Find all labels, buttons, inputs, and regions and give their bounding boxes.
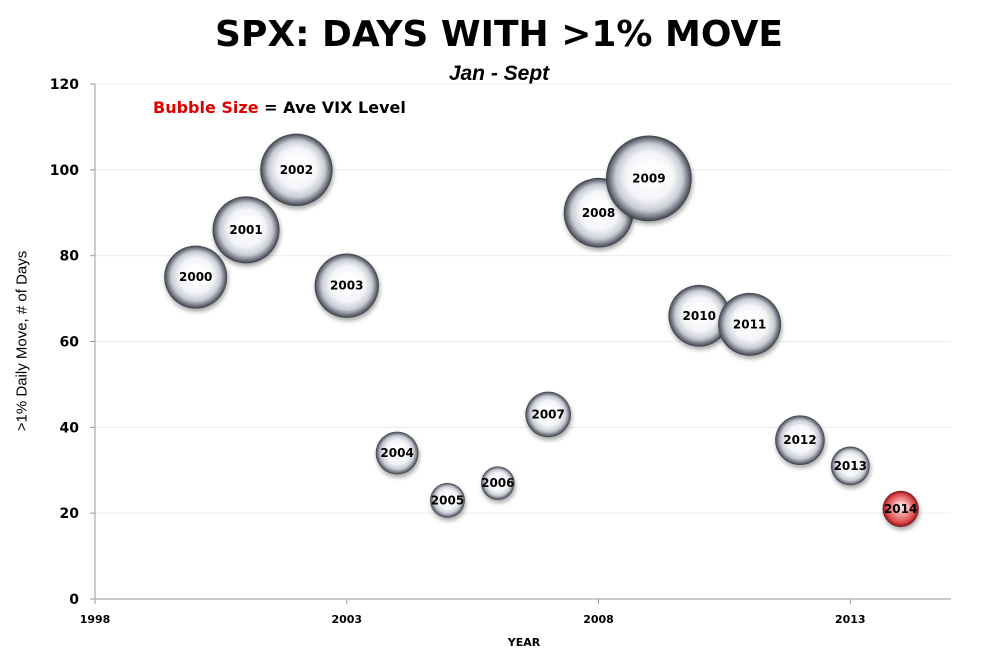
x-tick-label: 2008 — [583, 613, 614, 626]
bubble-gloss — [183, 263, 212, 284]
bubble-gloss — [388, 443, 408, 458]
bubble-gloss — [333, 271, 363, 293]
y-tick-label: 20 — [60, 506, 80, 522]
y-tick-label: 60 — [60, 335, 80, 351]
bubble-2003: 2003 — [314, 253, 379, 318]
bubble-2009: 2009 — [606, 135, 692, 222]
bubble-2002: 2002 — [260, 133, 333, 207]
bubble-gloss — [584, 197, 616, 220]
bubble-circle — [882, 490, 919, 527]
y-axis-label: >1% Daily Move, # of Days — [13, 250, 31, 432]
bubble-2010: 2010 — [668, 284, 731, 347]
bubble-2007: 2007 — [525, 391, 571, 438]
bubble-gloss — [842, 457, 861, 470]
bubble-label: 2005 — [431, 493, 464, 507]
bubble-2012: 2012 — [775, 415, 825, 465]
axes: 0 20 40 60 80 100 120 1998 2003 2008 2013 — [50, 77, 951, 626]
y-tick-label: 0 — [69, 592, 79, 608]
bubble-label: 2007 — [531, 407, 564, 421]
chart-subtitle: Jan - Sept — [448, 62, 550, 85]
bubble-2005: 2005 — [430, 482, 465, 518]
y-tick-label: 120 — [50, 77, 79, 93]
bubble-2001: 2001 — [212, 196, 280, 264]
bubble-label: 2002 — [280, 163, 313, 177]
bubble-label: 2003 — [330, 279, 363, 293]
bubble-label: 2014 — [884, 502, 917, 516]
bubble-label: 2008 — [582, 206, 615, 220]
bubble-2014: 2014 — [882, 490, 919, 527]
bubble-label: 2010 — [683, 309, 716, 323]
x-tick-label: 2003 — [331, 613, 362, 626]
bubble-gloss — [631, 159, 671, 187]
y-tick-label: 40 — [60, 420, 80, 436]
bubble-2013: 2013 — [830, 446, 870, 486]
bubble-gloss — [440, 492, 457, 504]
bubble-gloss — [232, 215, 263, 237]
bubble-gloss — [790, 429, 813, 446]
y-tick-label: 80 — [60, 249, 80, 265]
bubble-size-note-highlight: Bubble Size — [153, 98, 259, 117]
bubbles: 2000 2001 2002 2003 2004 2005 2006 2007 2008 2009… — [164, 133, 919, 527]
bubble-label: 2001 — [229, 223, 262, 237]
bubble-size-note: Bubble Size = Ave VIX Level — [153, 98, 406, 117]
bubble-label: 2004 — [380, 446, 413, 460]
bubble-2004: 2004 — [375, 431, 419, 475]
bubble-label: 2009 — [632, 171, 665, 185]
bubble-gloss — [736, 310, 766, 331]
bubble-gloss — [281, 153, 315, 178]
bubble-label: 2012 — [783, 433, 816, 447]
bubble-gloss — [686, 302, 715, 322]
bubble-label: 2011 — [733, 317, 766, 331]
bubble-size-note-text: = Ave VIX Level — [258, 98, 406, 117]
bubble-2000: 2000 — [164, 245, 228, 309]
bubble-2006: 2006 — [481, 466, 515, 500]
chart-title: SPX: DAYS WITH >1% MOVE — [215, 14, 783, 55]
bubble-label: 2013 — [834, 459, 867, 473]
bubble-label: 2006 — [481, 476, 514, 490]
x-tick-label: 1998 — [80, 613, 111, 626]
bubble-gloss — [893, 500, 910, 513]
bubble-label: 2000 — [179, 270, 212, 284]
x-axis-label: YEAR — [507, 636, 541, 649]
y-tick-label: 100 — [50, 163, 79, 179]
x-tick-label: 2013 — [835, 613, 866, 626]
bubble-2011: 2011 — [718, 292, 782, 356]
bubble-gloss — [539, 404, 560, 420]
bubble-gloss — [491, 475, 507, 487]
